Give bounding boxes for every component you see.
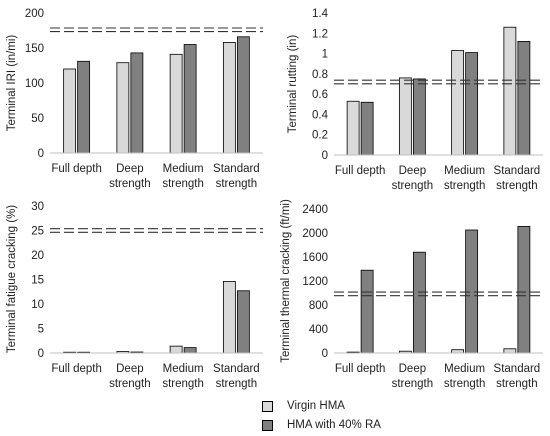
x-tick-label: strength [496,378,538,390]
x-tick-label: Full depth [51,363,102,375]
y-tick-label: 50 [31,113,44,125]
y-tick-label: 2400 [302,204,328,216]
x-tick-label: strength [216,178,258,190]
legend-item-ra: HMA with 40% RA [262,417,381,433]
y-tick-label: 0.8 [312,69,328,81]
bar-hma-40-ra [465,52,479,156]
y-tick-label: 0 [38,348,44,360]
y-tick-label: 100 [25,78,44,90]
x-tick-label: strength [109,178,151,190]
y-tick-label: 1600 [302,252,328,264]
legend-item-virgin: Virgin HMA [262,398,381,414]
y-tick-label: 0.2 [312,130,328,142]
bar-virgin-hma [503,26,517,156]
x-tick-label: Deep [399,165,427,177]
bar-virgin-hma [398,77,412,156]
x-tick-label: strength [162,378,204,390]
y-axis-label: Terminal thermal cracking (ft/mi) [280,199,292,363]
bar-virgin-hma [503,348,517,354]
x-tick-label: strength [109,378,151,390]
y-tick-label: 200 [25,8,44,20]
x-tick-label: strength [392,180,434,192]
y-tick-label: 1.2 [312,28,328,40]
y-tick-label: 150 [25,43,44,55]
y-tick-label: 25 [31,226,44,238]
bar-virgin-hma [222,42,236,154]
bar-virgin-hma [116,62,130,154]
x-tick-label: Full depth [51,163,102,175]
x-tick-label: strength [216,378,258,390]
bar-virgin-hma [169,53,183,154]
x-tick-label: Standard [494,165,541,177]
bar-hma-40-ra [77,60,91,154]
y-tick-label: 400 [309,324,328,336]
y-tick-label: 5 [38,324,44,336]
bar-hma-40-ra [412,78,426,156]
x-tick-label: strength [162,178,204,190]
x-tick-label: Deep [116,363,144,375]
y-tick-label: 1.4 [312,8,329,20]
y-tick-label: 15 [31,275,44,287]
y-axis-label: Terminal IRI (in/mi) [6,35,18,132]
y-tick-label: 0 [322,348,328,360]
y-tick-label: 30 [31,201,44,213]
bar-hma-40-ra [360,101,374,156]
bar-hma-40-ra [360,269,374,354]
bar-hma-40-ra [465,229,479,354]
x-tick-label: strength [444,378,486,390]
y-tick-label: 0.4 [312,109,329,121]
x-tick-label: Standard [213,363,260,375]
y-tick-label: 1 [322,49,328,61]
y-axis-label: Terminal rutting (in) [287,35,299,134]
y-tick-label: 10 [31,299,44,311]
x-tick-label: strength [496,180,538,192]
x-tick-label: Standard [213,163,260,175]
bar-virgin-hma [63,68,77,154]
legend-label-virgin: Virgin HMA [287,400,345,412]
x-tick-label: Medium [163,363,204,375]
bar-hma-40-ra [517,41,531,156]
legend-swatch-virgin [262,400,273,412]
x-tick-label: Full depth [335,165,386,177]
y-tick-label: 20 [31,250,44,262]
bar-virgin-hma [346,100,360,156]
x-tick-label: strength [444,180,486,192]
legend: Virgin HMA HMA with 40% RA [262,398,381,436]
x-tick-label: Medium [444,165,485,177]
x-tick-label: Deep [116,163,144,175]
x-tick-label: strength [392,378,434,390]
y-tick-label: 2000 [302,228,328,240]
y-tick-label: 0 [38,148,44,160]
x-tick-label: Deep [399,363,427,375]
x-tick-label: Medium [163,163,204,175]
x-tick-label: Medium [444,363,485,375]
y-tick-label: 1200 [302,276,328,288]
bar-hma-40-ra [183,347,197,354]
legend-swatch-ra [262,419,273,431]
y-axis-label: Terminal fatigue cracking (%) [6,205,18,353]
bar-hma-40-ra [130,52,144,154]
bar-hma-40-ra [517,225,531,354]
bar-virgin-hma [222,281,236,354]
bar-virgin-hma [169,345,183,354]
bar-hma-40-ra [412,251,426,354]
x-tick-label: Standard [494,363,541,375]
y-tick-label: 0.6 [312,89,328,101]
y-tick-label: 0 [322,150,328,162]
x-tick-label: Full depth [335,363,386,375]
bar-hma-40-ra [236,290,250,354]
bar-hma-40-ra [183,44,197,154]
legend-label-ra: HMA with 40% RA [287,419,381,431]
y-tick-label: 800 [309,300,328,312]
bar-hma-40-ra [236,36,250,154]
bar-virgin-hma [451,50,465,156]
